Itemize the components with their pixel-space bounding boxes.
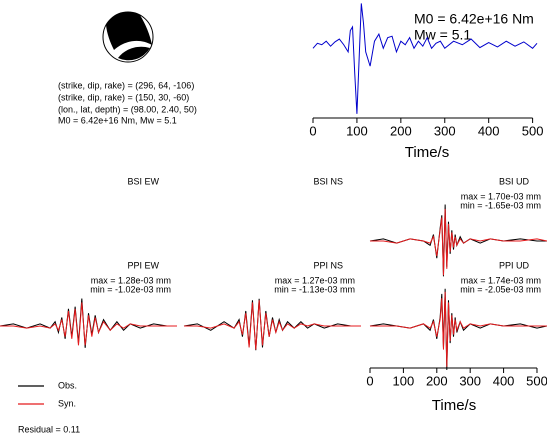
x-tick-label: 300	[459, 373, 481, 388]
x-axis-label: Time/s	[432, 397, 476, 414]
panel-title: BSI UD	[499, 176, 530, 186]
residual: Residual = 0.11	[18, 424, 80, 434]
synthetic-trace	[370, 208, 547, 276]
param-line: (lon., lat, depth) = (98.00, 2.40, 50)	[58, 104, 197, 114]
legend-label: Obs.	[58, 380, 77, 390]
panel-title: BSI EW	[127, 176, 159, 186]
annotation: Mw = 5.1	[414, 27, 471, 43]
x-tick-label: 400	[478, 123, 500, 138]
param-line: M0 = 6.42e+16 Nm, Mw = 5.1	[58, 115, 177, 125]
max-label: max = 1.28e-03 mm	[91, 275, 171, 285]
observed-trace	[183, 298, 361, 351]
x-tick-label: 100	[393, 373, 415, 388]
beachball-compression	[118, 46, 150, 61]
panel-title: PPI EW	[127, 260, 159, 270]
panel-title: BSI NS	[313, 176, 343, 186]
x-tick-label: 300	[434, 123, 456, 138]
synthetic-trace	[0, 302, 177, 346]
x-tick-label: 500	[522, 123, 544, 138]
min-label: min = -2.05e-03 mm	[460, 284, 541, 294]
beachball-compression	[106, 11, 152, 51]
source-time-function	[312, 3, 538, 114]
beachball	[102, 11, 154, 63]
synthetic-trace	[184, 300, 361, 350]
param-line: (strike, dip, rake) = (150, 30, -60)	[58, 92, 189, 102]
max-label: max = 1.27e-03 mm	[275, 275, 355, 285]
x-tick-label: 200	[390, 123, 412, 138]
x-tick-label: 400	[493, 373, 515, 388]
min-label: min = -1.13e-03 mm	[274, 284, 355, 294]
annotation: M0 = 6.42e+16 Nm	[414, 11, 534, 27]
x-tick-label: 500	[526, 373, 547, 388]
max-label: max = 1.70e-03 mm	[461, 191, 541, 201]
observed-trace	[369, 288, 547, 370]
min-label: min = -1.65e-03 mm	[460, 200, 541, 210]
panel-title: PPI NS	[313, 260, 343, 270]
param-line: (strike, dip, rake) = (296, 64, -106)	[58, 80, 194, 90]
legend-label: Syn.	[58, 398, 76, 408]
max-label: max = 1.74e-03 mm	[461, 275, 541, 285]
x-axis-label: Time/s	[405, 144, 449, 161]
panel-title: PPI UD	[499, 260, 530, 270]
synthetic-trace	[370, 291, 547, 367]
observed-trace	[0, 298, 177, 348]
x-tick-label: 200	[426, 373, 448, 388]
min-label: min = -1.02e-03 mm	[90, 284, 171, 294]
x-tick-label: 0	[309, 123, 316, 138]
x-tick-label: 100	[346, 123, 368, 138]
x-tick-label: 0	[366, 373, 373, 388]
